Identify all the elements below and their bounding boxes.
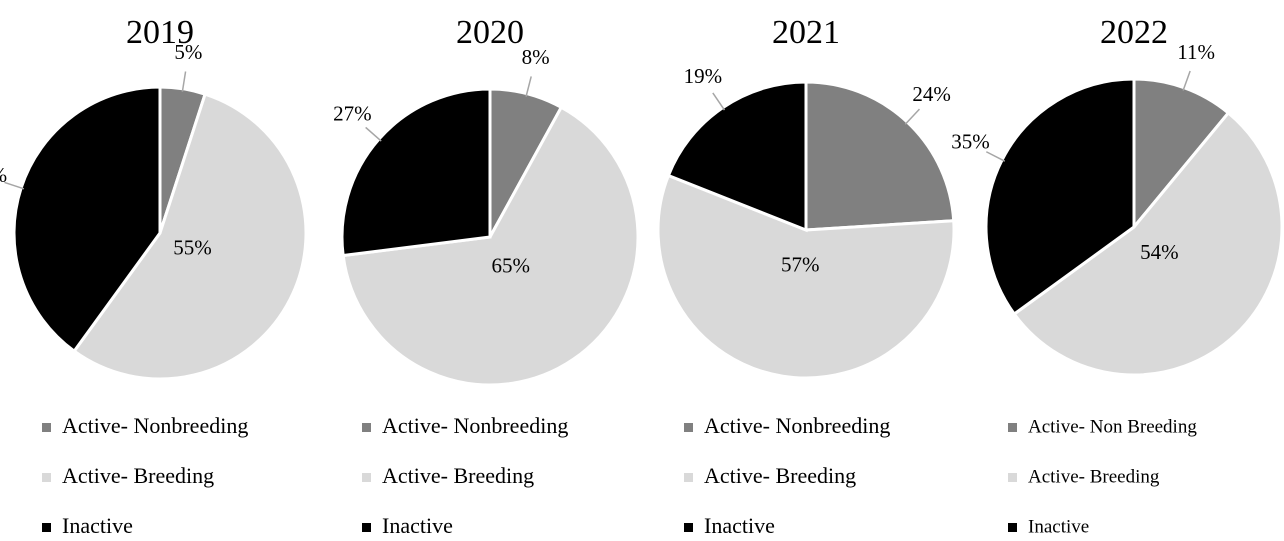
data-label: 8%: [522, 45, 550, 69]
legend-label: Inactive: [1028, 516, 1089, 537]
leader-line: [985, 151, 1006, 162]
leader-line: [712, 92, 726, 111]
leader-line: [181, 71, 187, 92]
pie-slice: [72, 92, 308, 381]
data-label: 40%: [0, 163, 7, 187]
data-label: 54%: [1140, 240, 1179, 264]
pie-slice: [341, 105, 640, 387]
legend-swatch: [42, 473, 51, 482]
chart-title: 2022: [1100, 14, 1168, 51]
legend-label: Inactive: [382, 513, 453, 538]
legend-swatch: [684, 423, 693, 432]
leader-line: [525, 76, 532, 97]
legend-swatch: [684, 523, 693, 532]
data-label: 27%: [333, 101, 372, 125]
chart-title: 2020: [456, 14, 524, 51]
data-label: 11%: [1177, 40, 1215, 64]
chart-title: 2021: [772, 14, 840, 51]
leader-line: [365, 126, 382, 142]
legend-swatch: [1008, 523, 1017, 532]
data-label: 65%: [492, 253, 531, 277]
legend-swatch: [362, 523, 371, 532]
legend-swatch: [362, 473, 371, 482]
legend-label: Active- Breeding: [62, 463, 214, 488]
legend-label: Active- Breeding: [1028, 466, 1160, 487]
pie-slice: [1012, 110, 1284, 377]
legend-swatch: [42, 523, 51, 532]
legend-label: Active- Breeding: [382, 463, 534, 488]
data-label: 5%: [174, 40, 202, 64]
legend-label: Active- Nonbreeding: [62, 413, 248, 438]
data-label: 55%: [173, 235, 212, 259]
legend-swatch: [684, 473, 693, 482]
leader-line: [904, 108, 921, 125]
legend-label: Active- Nonbreeding: [704, 413, 890, 438]
legend-swatch: [362, 423, 371, 432]
legend-label: Active- Nonbreeding: [382, 413, 568, 438]
legend-label: Active- Breeding: [704, 463, 856, 488]
leader-line: [4, 181, 25, 190]
chart-title: 2019: [126, 14, 194, 51]
legend-label: Active- Non Breeding: [1028, 416, 1197, 437]
leader-line: [1182, 70, 1191, 91]
data-label: 57%: [781, 252, 820, 276]
pie-slice: [656, 173, 956, 380]
data-label: 19%: [684, 64, 723, 88]
legend-swatch: [42, 423, 51, 432]
legend-label: Inactive: [62, 513, 133, 538]
data-label: 24%: [912, 82, 951, 106]
legend-swatch: [1008, 473, 1017, 482]
legend-label: Inactive: [704, 513, 775, 538]
legend-swatch: [1008, 423, 1017, 432]
data-label: 35%: [951, 129, 990, 153]
